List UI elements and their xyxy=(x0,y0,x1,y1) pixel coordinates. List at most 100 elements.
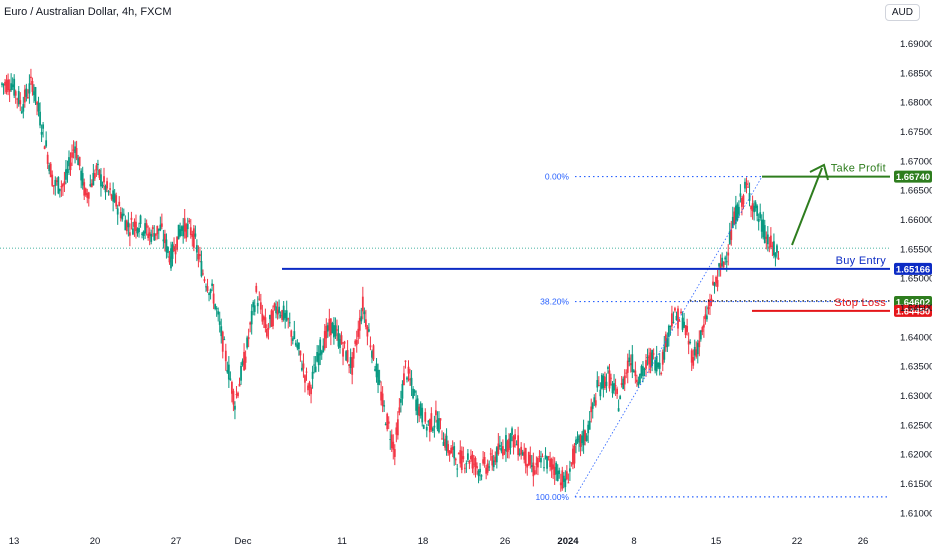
candle-body xyxy=(337,333,340,347)
candle-body xyxy=(16,98,19,100)
candle-body xyxy=(194,233,197,237)
fib-level-label: 0.00% xyxy=(545,172,570,182)
currency-selector[interactable]: AUD xyxy=(884,4,920,21)
time-tick-label: 20 xyxy=(90,536,101,547)
candle-body xyxy=(390,434,393,449)
candle-body xyxy=(281,310,284,320)
candle-body xyxy=(156,225,159,235)
candle-body xyxy=(387,421,390,424)
candle-body xyxy=(215,308,218,310)
candle-body xyxy=(550,458,553,470)
candle-body xyxy=(151,227,154,230)
time-axis: 13 20 27 Dec 11 18 26 2024 8 15 22 26 xyxy=(9,536,869,547)
candle-body xyxy=(23,89,26,103)
candle-body xyxy=(451,446,454,450)
candle-body xyxy=(259,302,262,310)
candle-body xyxy=(287,318,290,320)
candle-body xyxy=(305,371,308,373)
candle-body xyxy=(13,78,16,96)
candle-body xyxy=(422,424,425,429)
candle-body xyxy=(20,111,23,114)
candle-body xyxy=(214,304,217,309)
candle-body xyxy=(706,315,708,320)
candle-body xyxy=(590,406,593,413)
candle-body xyxy=(506,441,509,452)
candle-body xyxy=(741,198,743,207)
candle-body xyxy=(36,101,38,105)
drawing-overlays: 0.00% 38.20% 100.00% Take Profit Buy Entry St… xyxy=(0,163,932,502)
candle-body xyxy=(104,185,107,193)
candle-body xyxy=(747,186,749,188)
candle-body xyxy=(272,310,274,327)
candles-layer xyxy=(1,68,780,493)
candle-body xyxy=(512,436,515,448)
candle-body xyxy=(568,468,571,472)
candle-body xyxy=(648,355,650,365)
candle-body xyxy=(677,308,679,329)
candle-body xyxy=(336,329,338,331)
candle-body xyxy=(683,321,685,328)
candle-body xyxy=(224,350,227,362)
candle-body xyxy=(715,276,717,284)
fib-level-price-badge-text: 1.64602 xyxy=(896,298,930,309)
candle-body xyxy=(605,381,608,387)
candle-body xyxy=(570,462,573,464)
candle-body xyxy=(174,251,177,255)
candle-body xyxy=(284,313,287,319)
price-tick-label: 1.66000 xyxy=(900,215,932,226)
candle-body xyxy=(296,344,299,349)
candle-body xyxy=(34,87,37,102)
candle-body xyxy=(352,347,355,359)
candle-body xyxy=(692,357,695,366)
candle-body xyxy=(304,375,306,383)
candle-body xyxy=(415,399,418,411)
candle-body xyxy=(716,280,719,287)
candle-body xyxy=(505,435,507,452)
candle-body xyxy=(200,261,203,277)
candle-body xyxy=(465,463,468,465)
candle-body xyxy=(197,253,200,260)
candle-body xyxy=(83,182,86,196)
candle-body xyxy=(17,91,20,105)
candle-body xyxy=(383,405,386,407)
candle-body xyxy=(658,362,661,369)
buy-entry-price-badge xyxy=(894,262,932,275)
candle-body xyxy=(768,246,771,248)
candle-body xyxy=(613,383,615,391)
candle-body xyxy=(294,342,297,346)
candle-body xyxy=(334,325,337,337)
candle-body xyxy=(244,356,247,363)
candle-body xyxy=(555,462,558,475)
candle-body xyxy=(763,225,766,243)
candle-body xyxy=(699,330,702,340)
candle-body xyxy=(311,371,314,379)
candle-body xyxy=(529,454,532,465)
candle-body xyxy=(366,326,369,337)
candle-body xyxy=(474,458,477,468)
candle-body xyxy=(442,441,445,446)
candle-body xyxy=(299,350,302,356)
candle-body xyxy=(620,383,623,385)
candle-body xyxy=(276,309,279,315)
candle-body xyxy=(508,438,510,450)
candle-body xyxy=(209,289,212,294)
candle-body xyxy=(773,241,775,256)
candle-body xyxy=(145,223,148,228)
candle-body xyxy=(610,377,612,379)
candle-body xyxy=(593,397,596,403)
candle-body xyxy=(552,464,555,469)
candle-body xyxy=(46,154,49,164)
candle-body xyxy=(371,351,373,358)
time-tick-label: 11 xyxy=(337,536,347,547)
candle-body xyxy=(428,419,431,433)
candle-body xyxy=(162,239,165,242)
candle-body xyxy=(89,184,92,187)
candle-body xyxy=(535,462,538,466)
candle-body xyxy=(704,314,707,319)
candle-body xyxy=(358,317,361,331)
candle-body xyxy=(49,163,52,178)
candle-body xyxy=(57,176,60,194)
candle-body xyxy=(395,427,398,435)
candle-body xyxy=(457,453,460,455)
